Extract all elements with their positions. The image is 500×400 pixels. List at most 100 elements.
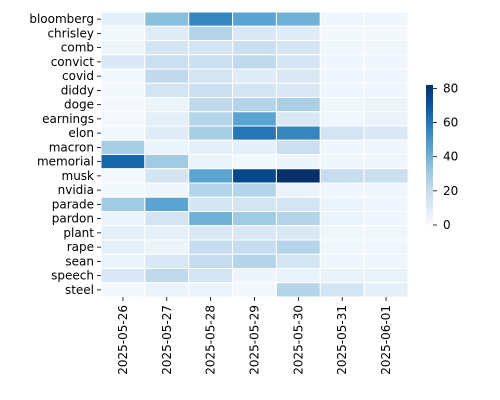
heatmap-cell-plant-2025-05-27 bbox=[144, 225, 190, 241]
column-label-2025-05-31: 2025-05-31 bbox=[335, 305, 349, 375]
heatmap-cell-sean-2025-06-01 bbox=[363, 253, 409, 269]
colorbar-tick-label-20: 20 bbox=[443, 184, 458, 198]
column-label-2025-05-26: 2025-05-26 bbox=[116, 305, 130, 375]
heatmap-cell-speech-2025-05-26 bbox=[100, 268, 146, 284]
heatmap-cell-earnings-2025-05-31 bbox=[319, 111, 365, 127]
heatmap-cell-nvidia-2025-05-27 bbox=[144, 182, 190, 198]
heatmap-cell-comb-2025-05-29 bbox=[232, 40, 277, 56]
heatmap-cell-doge-2025-05-30 bbox=[275, 97, 321, 113]
heatmap-cell-earnings-2025-05-28 bbox=[188, 111, 234, 127]
heatmap-cell-doge-2025-05-31 bbox=[319, 97, 365, 113]
heatmap-cell-chrisley-2025-05-27 bbox=[144, 25, 190, 41]
colorbar-tick-label-40: 40 bbox=[443, 150, 458, 164]
column-label-2025-05-28: 2025-05-28 bbox=[204, 305, 218, 375]
heatmap-cell-speech-2025-05-28 bbox=[188, 268, 234, 284]
heatmap-cell-doge-2025-06-01 bbox=[363, 97, 409, 113]
heatmap-cell-chrisley-2025-05-26 bbox=[100, 25, 146, 41]
heatmap-cell-memorial-2025-05-29 bbox=[232, 154, 277, 170]
heatmap-cell-elon-2025-05-29 bbox=[232, 125, 277, 141]
heatmap-cell-diddy-2025-05-26 bbox=[100, 82, 146, 98]
heatmap-cell-convict-2025-05-27 bbox=[144, 54, 190, 70]
colorbar-tick-label-80: 80 bbox=[443, 81, 458, 95]
heatmap-cell-musk-2025-05-31 bbox=[319, 168, 365, 184]
heatmap-cell-bloomberg-2025-05-26 bbox=[100, 11, 146, 27]
heatmap-cell-covid-2025-05-28 bbox=[188, 68, 234, 84]
heatmap-cell-macron-2025-05-30 bbox=[275, 139, 321, 155]
heatmap-cell-pardon-2025-05-27 bbox=[144, 211, 190, 227]
heatmap-cell-chrisley-2025-05-29 bbox=[232, 25, 277, 41]
heatmap-cell-nvidia-2025-05-31 bbox=[319, 182, 365, 198]
heatmap-cell-steel-2025-05-27 bbox=[144, 282, 190, 298]
row-labels: bloombergchrisleycombconvictcoviddiddydo… bbox=[29, 12, 101, 297]
heatmap-cell-comb-2025-06-01 bbox=[363, 40, 409, 56]
heatmap-cell-rape-2025-05-27 bbox=[144, 239, 190, 255]
heatmap-cell-speech-2025-05-30 bbox=[275, 268, 321, 284]
row-label-covid: covid bbox=[62, 69, 94, 83]
heatmap-cell-elon-2025-05-31 bbox=[319, 125, 365, 141]
row-label-earnings: earnings bbox=[42, 112, 94, 126]
heatmap-cell-speech-2025-05-29 bbox=[232, 268, 277, 284]
heatmap-cell-macron-2025-06-01 bbox=[363, 139, 409, 155]
row-label-chrisley: chrisley bbox=[47, 26, 94, 40]
heatmap-cell-musk-2025-05-28 bbox=[188, 168, 234, 184]
heatmap-cell-rape-2025-06-01 bbox=[363, 239, 409, 255]
heatmap-cell-elon-2025-05-26 bbox=[100, 125, 146, 141]
heatmap-cell-steel-2025-05-30 bbox=[275, 282, 321, 298]
heatmap-cell-parade-2025-05-27 bbox=[144, 196, 190, 212]
column-label-2025-06-01: 2025-06-01 bbox=[379, 305, 393, 375]
heatmap-cell-rape-2025-05-28 bbox=[188, 239, 234, 255]
heatmap-cell-comb-2025-05-27 bbox=[144, 40, 190, 56]
heatmap-cell-elon-2025-05-27 bbox=[144, 125, 190, 141]
heatmap-cell-nvidia-2025-05-26 bbox=[100, 182, 146, 198]
heatmap-cell-bloomberg-2025-06-01 bbox=[363, 11, 409, 27]
row-label-nvidia: nvidia bbox=[58, 183, 94, 197]
heatmap-cell-macron-2025-05-29 bbox=[232, 139, 277, 155]
row-label-macron: macron bbox=[49, 140, 94, 154]
heatmap-cell-steel-2025-05-29 bbox=[232, 282, 277, 298]
heatmap-cell-rape-2025-05-30 bbox=[275, 239, 321, 255]
heatmap-cell-bloomberg-2025-05-29 bbox=[232, 11, 277, 27]
heatmap-cell-speech-2025-06-01 bbox=[363, 268, 409, 284]
heatmap-cell-parade-2025-05-29 bbox=[232, 196, 277, 212]
heatmap-cell-chrisley-2025-05-28 bbox=[188, 25, 234, 41]
row-label-convict: convict bbox=[51, 55, 95, 69]
heatmap-cell-rape-2025-05-29 bbox=[232, 239, 277, 255]
row-label-pardon: pardon bbox=[52, 212, 94, 226]
heatmap-cell-nvidia-2025-05-28 bbox=[188, 182, 234, 198]
heatmap-cell-rape-2025-05-31 bbox=[319, 239, 365, 255]
heatmap-cell-chrisley-2025-05-31 bbox=[319, 25, 365, 41]
column-label-2025-05-27: 2025-05-27 bbox=[160, 305, 174, 375]
column-label-2025-05-30: 2025-05-30 bbox=[291, 305, 305, 375]
heatmap-cell-macron-2025-05-31 bbox=[319, 139, 365, 155]
heatmap-cell-bloomberg-2025-05-28 bbox=[188, 11, 234, 27]
row-label-steel: steel bbox=[65, 283, 94, 297]
heatmap-cell-musk-2025-06-01 bbox=[363, 168, 409, 184]
heatmap-cell-covid-2025-05-31 bbox=[319, 68, 365, 84]
row-label-musk: musk bbox=[62, 169, 95, 183]
heatmap-cell-memorial-2025-05-26 bbox=[100, 154, 146, 170]
heatmap-cell-musk-2025-05-30 bbox=[275, 168, 321, 184]
heatmap-cell-covid-2025-06-01 bbox=[363, 68, 409, 84]
row-label-rape: rape bbox=[67, 240, 94, 254]
heatmap-cell-nvidia-2025-05-29 bbox=[232, 182, 277, 198]
heatmap-cell-convict-2025-05-28 bbox=[188, 54, 234, 70]
heatmap-cell-convict-2025-05-30 bbox=[275, 54, 321, 70]
row-label-bloomberg: bloomberg bbox=[29, 12, 94, 26]
heatmap-cell-macron-2025-05-28 bbox=[188, 139, 234, 155]
row-label-sean: sean bbox=[65, 254, 94, 268]
heatmap-cell-covid-2025-05-30 bbox=[275, 68, 321, 84]
heatmap-cell-diddy-2025-05-31 bbox=[319, 82, 365, 98]
colorbar: 0 20 40 60 80 bbox=[426, 81, 458, 232]
heatmap-cell-convict-2025-05-26 bbox=[100, 54, 146, 70]
heatmap-cell-plant-2025-05-30 bbox=[275, 225, 321, 241]
heatmap-cell-rape-2025-05-26 bbox=[100, 239, 146, 255]
colorbar-tick-label-60: 60 bbox=[443, 116, 458, 130]
heatmap-cell-convict-2025-05-31 bbox=[319, 54, 365, 70]
row-label-elon: elon bbox=[68, 126, 94, 140]
heatmap-cell-sean-2025-05-29 bbox=[232, 253, 277, 269]
heatmap-cell-diddy-2025-06-01 bbox=[363, 82, 409, 98]
heatmap-cell-plant-2025-05-31 bbox=[319, 225, 365, 241]
heatmap-cell-steel-2025-05-26 bbox=[100, 282, 146, 298]
heatmap-cell-comb-2025-05-30 bbox=[275, 40, 321, 56]
